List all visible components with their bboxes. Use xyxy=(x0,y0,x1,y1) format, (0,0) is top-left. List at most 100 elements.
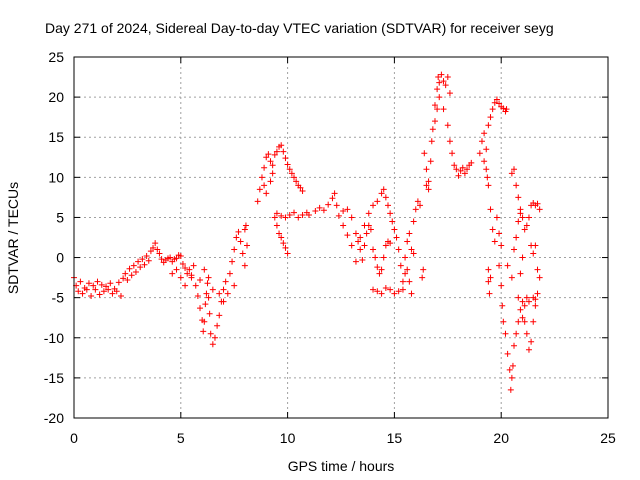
data-point xyxy=(211,334,218,341)
data-point xyxy=(280,240,287,247)
data-point xyxy=(431,102,438,109)
data-point xyxy=(209,341,216,348)
data-point xyxy=(261,164,268,171)
data-point xyxy=(329,195,336,202)
data-point xyxy=(305,212,312,219)
data-point xyxy=(297,184,304,191)
y-tick-label: 0 xyxy=(56,250,64,266)
data-point xyxy=(399,278,406,285)
data-point xyxy=(261,182,268,189)
data-point xyxy=(431,118,438,125)
data-point xyxy=(511,342,518,349)
data-point xyxy=(357,234,364,241)
data-point xyxy=(241,226,248,233)
data-point xyxy=(100,288,107,295)
data-point xyxy=(182,282,189,289)
data-point xyxy=(481,158,488,165)
data-point xyxy=(449,150,456,157)
data-point xyxy=(408,246,415,253)
data-point xyxy=(421,150,428,157)
data-point xyxy=(461,170,468,177)
data-point xyxy=(425,186,432,193)
data-point xyxy=(404,266,411,273)
data-point xyxy=(503,106,510,113)
data-point xyxy=(457,167,464,174)
data-point xyxy=(483,166,490,173)
data-point xyxy=(486,290,493,297)
data-point xyxy=(525,346,532,353)
data-point xyxy=(201,318,208,325)
data-point xyxy=(382,194,389,201)
data-point xyxy=(320,207,327,214)
y-tick-label: 10 xyxy=(48,169,64,185)
data-point xyxy=(532,302,539,309)
y-tick-label: -15 xyxy=(44,370,64,386)
data-point xyxy=(169,270,176,277)
data-point xyxy=(167,254,174,261)
data-point xyxy=(147,248,154,255)
data-point xyxy=(435,74,442,81)
data-point xyxy=(359,256,366,263)
data-points xyxy=(71,71,543,393)
data-point xyxy=(224,290,231,297)
data-point xyxy=(429,126,436,133)
data-point xyxy=(273,210,280,217)
data-point xyxy=(525,298,532,305)
data-point xyxy=(493,96,500,103)
data-point xyxy=(378,190,385,197)
data-point xyxy=(378,266,385,273)
data-point xyxy=(404,238,411,245)
data-point xyxy=(528,242,535,249)
data-point xyxy=(231,282,238,289)
data-point xyxy=(513,330,520,337)
data-point xyxy=(113,288,120,295)
data-point xyxy=(286,166,293,173)
data-point xyxy=(96,291,103,298)
data-point xyxy=(485,122,492,129)
data-point xyxy=(120,275,127,282)
data-point xyxy=(519,314,526,321)
data-point xyxy=(316,204,323,211)
y-tick-label: 5 xyxy=(56,209,64,225)
data-point xyxy=(299,212,306,219)
data-point xyxy=(410,250,417,257)
data-point xyxy=(378,290,385,297)
data-point xyxy=(487,206,494,213)
data-point xyxy=(395,288,402,295)
data-point xyxy=(124,277,131,284)
data-point xyxy=(419,274,426,281)
data-point xyxy=(489,226,496,233)
x-tick-label: 20 xyxy=(493,430,509,446)
data-point xyxy=(145,257,152,264)
data-point xyxy=(79,290,86,297)
data-point xyxy=(286,212,293,219)
data-point xyxy=(98,281,105,288)
data-point xyxy=(502,330,509,337)
data-point xyxy=(205,294,212,301)
data-point xyxy=(384,202,391,209)
data-point xyxy=(244,242,251,249)
data-point xyxy=(446,138,453,145)
data-point xyxy=(231,246,238,253)
data-point xyxy=(372,254,379,261)
x-axis-label: GPS time / hours xyxy=(288,458,395,474)
data-point xyxy=(464,166,471,173)
data-point xyxy=(534,290,541,297)
data-point xyxy=(507,386,514,393)
data-point xyxy=(446,90,453,97)
data-point xyxy=(380,254,387,261)
data-point xyxy=(154,246,161,253)
data-point xyxy=(489,106,496,113)
x-tick-label: 5 xyxy=(177,430,185,446)
data-point xyxy=(511,246,518,253)
data-point xyxy=(521,302,528,309)
data-point xyxy=(352,230,359,237)
data-point xyxy=(128,272,135,279)
data-point xyxy=(173,266,180,273)
data-point xyxy=(344,232,351,239)
data-point xyxy=(267,178,274,185)
data-point xyxy=(517,270,524,277)
data-point xyxy=(256,186,263,193)
data-point xyxy=(444,74,451,81)
data-point xyxy=(363,230,370,237)
